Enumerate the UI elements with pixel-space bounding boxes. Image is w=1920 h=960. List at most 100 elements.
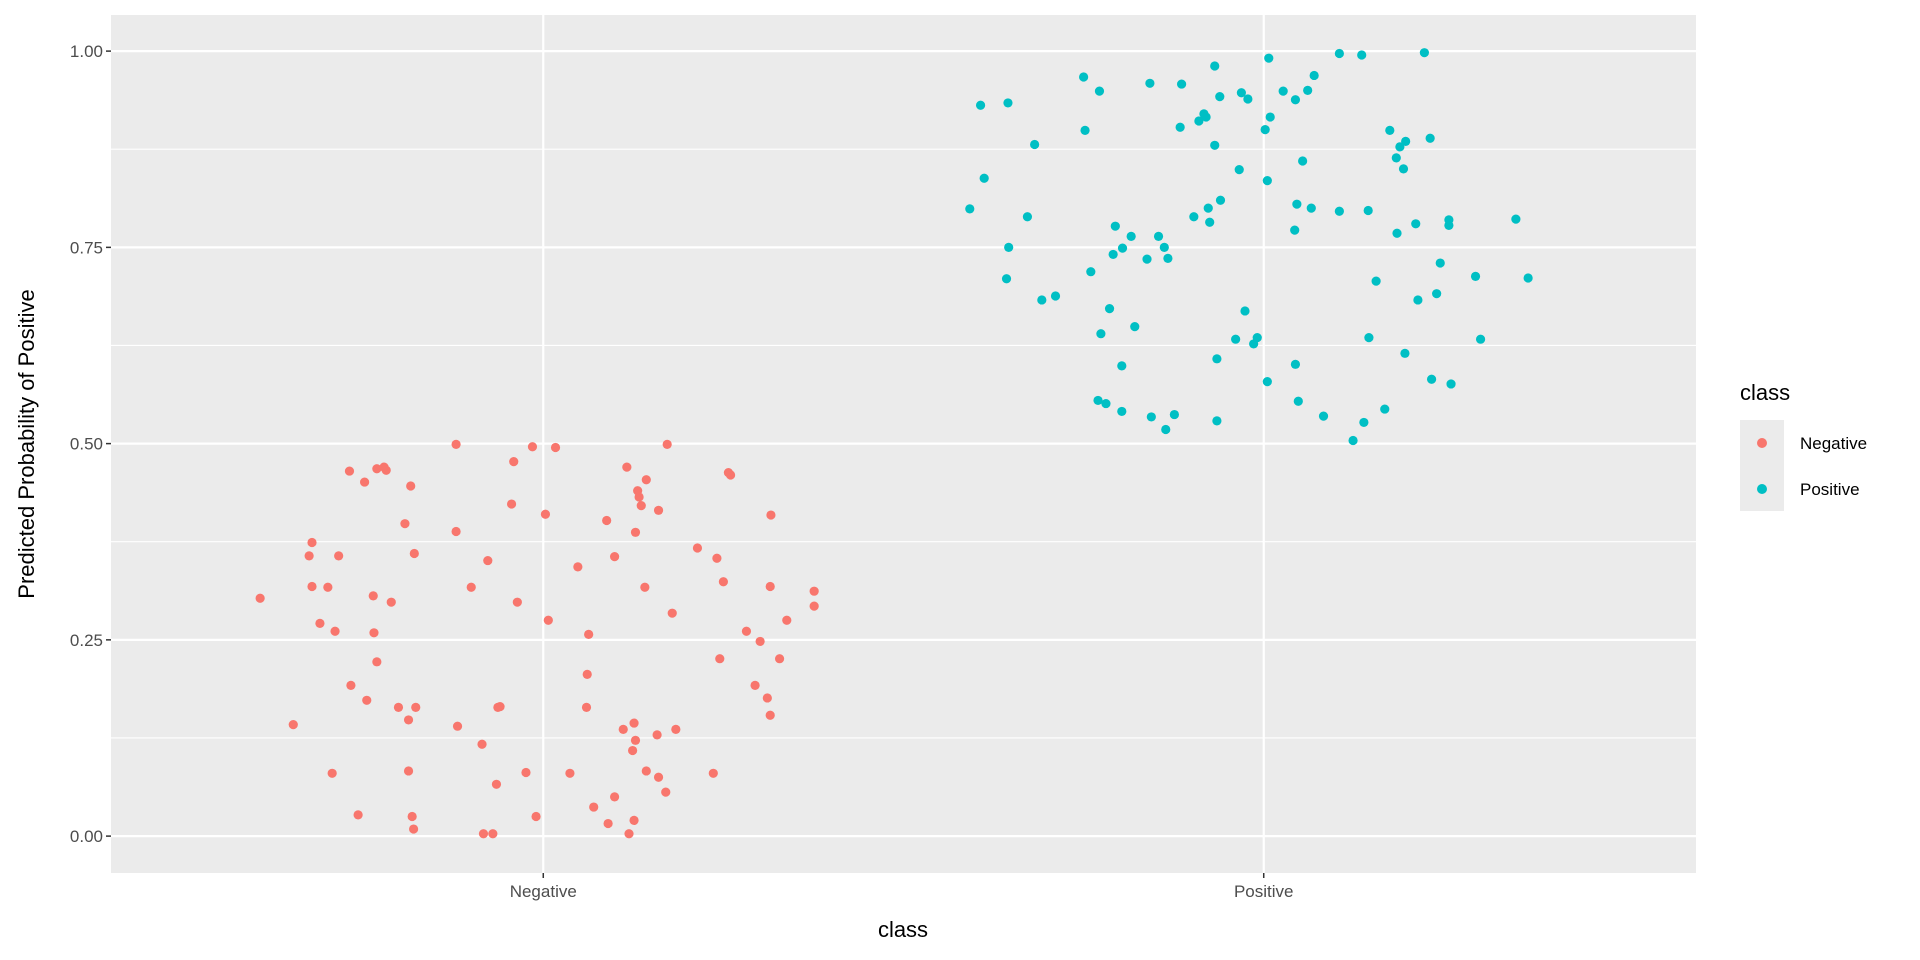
point-positive	[1205, 217, 1215, 227]
point-negative	[765, 710, 775, 720]
y-tick-label: 0.25	[70, 631, 103, 650]
point-negative	[622, 462, 632, 472]
point-positive	[1215, 195, 1226, 205]
point-negative	[512, 597, 522, 607]
point-positive	[1001, 274, 1012, 284]
point-positive	[1293, 396, 1303, 406]
point-positive	[1159, 242, 1169, 252]
legend-key-bg	[1740, 420, 1784, 511]
legend-label-negative: Negative	[1800, 434, 1867, 453]
point-positive	[1236, 88, 1246, 98]
point-positive	[1262, 376, 1272, 387]
point-negative	[353, 810, 363, 820]
point-positive	[1444, 220, 1454, 230]
point-negative	[630, 527, 641, 537]
point-negative	[531, 811, 541, 822]
point-positive	[1385, 125, 1395, 135]
point-negative	[653, 772, 664, 782]
point-positive	[1194, 116, 1204, 126]
legend-key-positive	[1757, 484, 1767, 494]
point-negative	[255, 593, 265, 603]
point-positive	[1334, 206, 1344, 216]
x-tick-label: Negative	[510, 882, 577, 901]
point-negative	[636, 501, 646, 511]
point-positive	[1392, 228, 1402, 238]
point-negative	[630, 735, 641, 745]
point-positive	[1093, 395, 1103, 406]
point-negative	[540, 509, 551, 519]
point-negative	[712, 553, 722, 563]
point-negative	[661, 787, 671, 797]
point-positive	[1231, 334, 1241, 344]
point-positive	[1357, 50, 1367, 60]
point-positive	[1234, 165, 1244, 175]
point-positive	[1306, 203, 1316, 213]
point-positive	[1446, 379, 1456, 389]
point-negative	[624, 829, 634, 839]
point-positive	[1395, 142, 1405, 152]
point-negative	[451, 439, 461, 449]
point-negative	[307, 581, 317, 592]
point-positive	[1298, 156, 1308, 166]
point-positive	[1334, 48, 1344, 59]
point-positive	[1110, 221, 1120, 231]
y-tick-label: 0.75	[70, 238, 103, 257]
point-negative	[346, 680, 356, 690]
point-negative	[629, 718, 639, 728]
point-positive	[1004, 242, 1014, 252]
point-positive	[1086, 267, 1096, 277]
point-negative	[509, 457, 519, 467]
point-negative	[641, 475, 651, 485]
point-positive	[1094, 86, 1105, 96]
point-negative	[755, 636, 765, 647]
point-negative	[527, 442, 538, 452]
point-negative	[629, 815, 639, 826]
point-positive	[1262, 176, 1272, 186]
point-negative	[581, 702, 592, 712]
point-positive	[1022, 212, 1033, 222]
point-negative	[409, 548, 419, 559]
point-positive	[1260, 125, 1270, 135]
point-positive	[1425, 133, 1435, 143]
point-positive	[1475, 334, 1486, 344]
point-negative	[582, 669, 592, 679]
point-positive	[1096, 329, 1106, 339]
point-positive	[1419, 48, 1429, 58]
point-negative	[452, 721, 463, 731]
x-axis-title: class	[878, 917, 928, 942]
point-positive	[1003, 98, 1013, 108]
point-positive	[1380, 404, 1390, 414]
point-positive	[1278, 86, 1288, 96]
point-negative	[809, 586, 819, 596]
point-negative	[667, 608, 677, 618]
legend-label-positive: Positive	[1800, 480, 1860, 499]
point-positive	[1212, 416, 1222, 426]
axes: 0.00 0.25 0.50 0.75 1.00 Negative Positive	[70, 42, 1294, 901]
point-negative	[368, 591, 378, 601]
point-negative	[483, 555, 493, 566]
point-positive	[1435, 258, 1445, 268]
point-negative	[662, 439, 672, 449]
point-negative	[403, 766, 414, 776]
point-negative	[288, 720, 298, 730]
point-positive	[1290, 359, 1301, 369]
point-negative	[521, 767, 531, 778]
point-negative	[671, 724, 681, 734]
point-positive	[1080, 125, 1090, 135]
y-axis-title: Predicted Probability of Positive	[14, 289, 39, 598]
point-positive	[1210, 61, 1220, 71]
point-positive	[1309, 70, 1319, 81]
point-negative	[692, 543, 703, 553]
point-negative	[750, 680, 760, 690]
point-negative	[765, 581, 775, 592]
point-positive	[1470, 271, 1481, 282]
point-negative	[584, 629, 594, 639]
point-positive	[975, 100, 986, 110]
point-positive	[1264, 53, 1274, 63]
point-positive	[1401, 136, 1411, 146]
point-positive	[1426, 374, 1437, 384]
point-negative	[477, 739, 487, 749]
point-negative	[379, 462, 389, 472]
point-negative	[400, 519, 410, 529]
